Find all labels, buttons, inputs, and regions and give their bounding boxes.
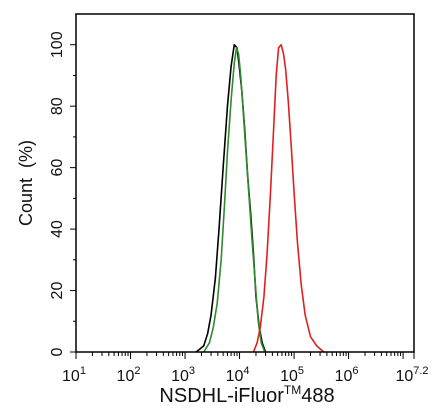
histogram-series-1 [195, 43, 267, 353]
x-tick-label: 102 [117, 365, 141, 385]
x-tick-base: 10 [226, 368, 244, 385]
x-axis-title-superscript: TM [284, 383, 301, 397]
x-tick-label: 101 [62, 365, 86, 385]
x-tick-label: 105 [280, 365, 304, 385]
x-tick-label: 103 [171, 365, 195, 385]
y-tick-label: 100 [49, 31, 66, 58]
y-tick-label: 0 [49, 347, 66, 356]
x-tick-label: 107.2 [395, 365, 428, 385]
x-tick-base: 10 [280, 368, 298, 385]
x-tick-label: 104 [226, 365, 250, 385]
x-tick-exponent: 1 [80, 365, 86, 377]
histogram-series-2 [203, 47, 266, 353]
x-tick-base: 10 [171, 368, 189, 385]
y-tick-label: 80 [49, 97, 66, 115]
y-axis-ticks: 0 20 40 60 80 100 [49, 31, 76, 356]
plot-frame [75, 13, 415, 353]
x-tick-base: 10 [117, 368, 135, 385]
x-axis-title-suffix: 488 [301, 385, 334, 407]
x-tick-label: 106 [335, 365, 359, 385]
x-tick-exponent: 4 [243, 365, 249, 377]
x-tick-exponent: 2 [134, 365, 140, 377]
x-tick-exponent: 5 [298, 365, 304, 377]
x-axis-title-prefix: NSDHL-iFluor [159, 385, 284, 407]
y-tick-label: 60 [49, 159, 66, 177]
y-axis-title: Count (%) [16, 140, 36, 226]
x-tick-exponent: 7.2 [413, 365, 428, 377]
x-tick-base: 10 [335, 368, 353, 385]
y-tick-label: 20 [49, 282, 66, 300]
histogram-series-3 [252, 43, 325, 353]
x-tick-base: 10 [395, 368, 413, 385]
x-tick-base: 10 [62, 368, 80, 385]
x-axis-ticks: 101 102 103 104 105 106 107.2 [62, 352, 429, 385]
y-tick-label: 40 [49, 220, 66, 238]
series-layer [195, 43, 325, 353]
x-tick-exponent: 3 [189, 365, 195, 377]
x-tick-exponent: 6 [352, 365, 358, 377]
x-axis-title: NSDHL-iFluorTM488 [159, 383, 334, 407]
